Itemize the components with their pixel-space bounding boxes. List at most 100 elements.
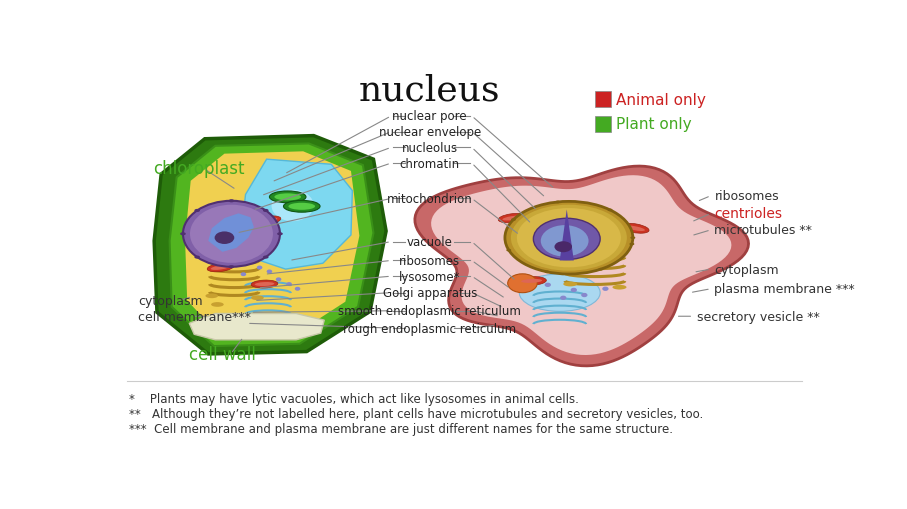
Text: secretory vesicle **: secretory vesicle ** xyxy=(697,310,820,323)
Ellipse shape xyxy=(194,210,200,213)
Ellipse shape xyxy=(271,190,314,222)
Ellipse shape xyxy=(541,225,589,257)
Text: nuclear pore: nuclear pore xyxy=(393,110,467,123)
Ellipse shape xyxy=(511,205,627,271)
Ellipse shape xyxy=(255,282,274,287)
Ellipse shape xyxy=(210,266,229,270)
Ellipse shape xyxy=(207,264,233,272)
Polygon shape xyxy=(185,152,359,338)
Text: ribosomes: ribosomes xyxy=(715,190,779,203)
Ellipse shape xyxy=(218,236,237,240)
Ellipse shape xyxy=(537,221,545,226)
Ellipse shape xyxy=(240,273,246,276)
Ellipse shape xyxy=(180,233,186,236)
Ellipse shape xyxy=(276,278,281,282)
Polygon shape xyxy=(241,160,352,270)
Ellipse shape xyxy=(612,285,627,290)
Text: cell wall: cell wall xyxy=(190,345,256,363)
Ellipse shape xyxy=(508,274,537,293)
Ellipse shape xyxy=(522,279,542,284)
Polygon shape xyxy=(154,136,386,354)
Text: **   Although they’re not labelled here, plant cells have microtubules and secre: ** Although they’re not labelled here, p… xyxy=(129,407,703,420)
Ellipse shape xyxy=(257,266,262,270)
Text: ribosomes: ribosomes xyxy=(399,254,460,267)
Ellipse shape xyxy=(274,194,301,201)
Text: lysosome*: lysosome* xyxy=(399,270,461,283)
Ellipse shape xyxy=(517,209,621,268)
Ellipse shape xyxy=(563,282,578,287)
Ellipse shape xyxy=(278,233,283,236)
Ellipse shape xyxy=(251,280,278,289)
Text: chloroplast: chloroplast xyxy=(153,160,245,178)
Polygon shape xyxy=(209,214,254,252)
Text: Golgi apparatus: Golgi apparatus xyxy=(383,287,477,300)
Ellipse shape xyxy=(544,283,551,288)
Polygon shape xyxy=(431,176,731,355)
Ellipse shape xyxy=(571,288,577,293)
Ellipse shape xyxy=(629,243,634,246)
Text: centrioles: centrioles xyxy=(715,207,783,221)
Text: smooth endoplasmic reticulum: smooth endoplasmic reticulum xyxy=(338,305,522,318)
Ellipse shape xyxy=(229,266,234,269)
Text: plasma membrane ***: plasma membrane *** xyxy=(715,282,855,296)
Ellipse shape xyxy=(214,234,240,242)
Ellipse shape xyxy=(620,224,649,234)
Ellipse shape xyxy=(251,296,264,300)
Ellipse shape xyxy=(520,274,600,312)
Ellipse shape xyxy=(211,302,224,307)
Ellipse shape xyxy=(194,256,200,259)
Ellipse shape xyxy=(288,204,315,210)
Text: *    Plants may have lytic vacuoles, which act like lysosomes in animal cells.: * Plants may have lytic vacuoles, which … xyxy=(129,392,579,405)
Ellipse shape xyxy=(183,202,280,267)
Ellipse shape xyxy=(511,219,516,221)
Ellipse shape xyxy=(599,268,603,271)
Ellipse shape xyxy=(269,191,306,204)
Ellipse shape xyxy=(554,242,572,253)
Text: Plant only: Plant only xyxy=(616,117,692,132)
Text: Animal only: Animal only xyxy=(616,93,706,108)
Text: cytoplasm: cytoplasm xyxy=(715,263,779,276)
Ellipse shape xyxy=(258,218,278,223)
Ellipse shape xyxy=(267,270,272,274)
Text: nucleolus: nucleolus xyxy=(402,142,458,155)
Polygon shape xyxy=(190,314,325,340)
Text: nucleus: nucleus xyxy=(359,73,501,107)
Ellipse shape xyxy=(502,216,522,221)
Polygon shape xyxy=(170,144,374,347)
Ellipse shape xyxy=(190,205,273,263)
Polygon shape xyxy=(414,167,748,366)
Ellipse shape xyxy=(248,261,253,265)
Ellipse shape xyxy=(505,202,633,274)
Text: nuclear envelope: nuclear envelope xyxy=(378,126,481,139)
Polygon shape xyxy=(560,210,574,261)
Ellipse shape xyxy=(630,237,635,240)
Ellipse shape xyxy=(561,296,566,300)
Ellipse shape xyxy=(229,200,234,203)
Ellipse shape xyxy=(506,249,512,252)
Ellipse shape xyxy=(581,293,588,298)
Ellipse shape xyxy=(625,226,645,232)
Ellipse shape xyxy=(215,232,234,244)
Ellipse shape xyxy=(602,287,609,291)
Text: chromatin: chromatin xyxy=(400,157,460,170)
Text: cell membrane***: cell membrane*** xyxy=(138,310,251,323)
Text: microtubules **: microtubules ** xyxy=(715,224,813,237)
Ellipse shape xyxy=(295,287,300,291)
Text: cytoplasm: cytoplasm xyxy=(138,294,202,307)
Ellipse shape xyxy=(255,216,281,225)
Ellipse shape xyxy=(498,214,527,223)
Ellipse shape xyxy=(533,219,600,260)
Text: vacuole: vacuole xyxy=(406,236,453,248)
Ellipse shape xyxy=(284,201,320,213)
Ellipse shape xyxy=(608,209,612,212)
Ellipse shape xyxy=(555,201,561,204)
Text: rough endoplasmic reticulum: rough endoplasmic reticulum xyxy=(343,322,516,335)
Ellipse shape xyxy=(287,282,292,287)
Ellipse shape xyxy=(206,294,218,299)
Ellipse shape xyxy=(517,277,546,286)
Ellipse shape xyxy=(263,210,268,213)
Ellipse shape xyxy=(545,224,553,229)
Ellipse shape xyxy=(263,256,268,259)
Text: mitochondrion: mitochondrion xyxy=(386,192,473,206)
Ellipse shape xyxy=(544,271,550,274)
